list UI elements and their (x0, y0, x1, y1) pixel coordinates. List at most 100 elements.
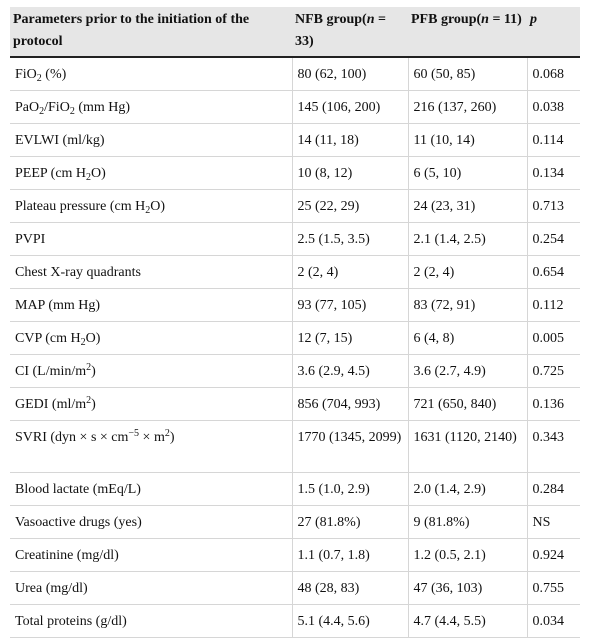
cell-nfb-value: 2 (2, 4) (292, 255, 409, 289)
table-row: Blood lactate (mEq/L) 1.5 (1.0, 2.9) 2.0 (… (10, 472, 580, 506)
cell-nfb-value: 145 (106, 200) (292, 90, 409, 124)
cell-pfb-value: 83 (72, 91) (408, 288, 528, 322)
cell-parameter: Chest X-ray quadrants (10, 255, 293, 289)
parameter-text: /FiO (44, 100, 70, 115)
parameter-text: O) (91, 166, 106, 181)
cell-pfb-value: 1.2 (0.5, 2.1) (408, 538, 528, 572)
parameter-subscript: 2 (39, 106, 45, 117)
parameter-text: (%) (41, 67, 67, 82)
cell-parameter: CVP (cm H2O) (10, 321, 293, 355)
cell-pfb-value: 721 (650, 840) (408, 387, 528, 421)
parameter-text: ) (91, 397, 96, 412)
table-row: PVPI 2.5 (1.5, 3.5) 2.1 (1.4, 2.5) 0.254 (10, 222, 580, 256)
cell-parameter: MAP (mm Hg) (10, 288, 293, 322)
cell-p-value: NS (527, 505, 580, 539)
cell-parameter: Total proteins (g/dl) (10, 604, 293, 638)
header-pfb-n: n (481, 12, 489, 27)
cell-p-value: 0.254 (527, 222, 580, 256)
table-row: FiO2 (%) 80 (62, 100) 60 (50, 85) 0.068 (10, 57, 580, 91)
header-parameters-label: Parameters prior to the initiation of th… (13, 12, 250, 49)
cell-p-value: 0.114 (527, 123, 580, 157)
parameter-subscript: 2 (86, 172, 92, 183)
header-nfb-suffix: = 33) (295, 12, 386, 49)
cell-nfb-value: 856 (704, 993) (292, 387, 409, 421)
cell-pfb-value: 2.1 (1.4, 2.5) (408, 222, 528, 256)
cell-pfb-value: 60 (50, 85) (408, 57, 528, 91)
cell-parameter: PVPI (10, 222, 293, 256)
cell-pfb-value: 6 (4, 8) (408, 321, 528, 355)
parameter-text: CI (L/min/m (15, 364, 87, 379)
cell-p-value: 0.755 (527, 571, 580, 605)
table-row: MAP (mm Hg) 93 (77, 105) 83 (72, 91) 0.112 (10, 288, 580, 322)
header-row: Parameters prior to the initiation of th… (10, 7, 580, 58)
cell-p-value: 0.112 (527, 288, 580, 322)
cell-p-value: 0.725 (527, 354, 580, 388)
cell-pfb-value: 2.0 (1.4, 2.9) (408, 472, 528, 506)
header-parameters: Parameters prior to the initiation of th… (10, 7, 292, 58)
table-row: CI (L/min/m2) 3.6 (2.9, 4.5) 3.6 (2.7, 4.9… (10, 354, 580, 388)
parameters-table-container: Parameters prior to the initiation of th… (10, 7, 580, 638)
header-p-value: p (527, 7, 580, 58)
header-nfb-group: NFB group(n = 33) (292, 7, 408, 58)
table-row: Plateau pressure (cm H2O) 25 (22, 29) 24 (… (10, 189, 580, 223)
parameter-text: ) (169, 430, 175, 445)
cell-p-value: 0.034 (527, 604, 580, 638)
cell-parameter: Blood lactate (mEq/L) (10, 472, 293, 506)
parameter-text: (mm Hg) (74, 100, 131, 115)
parameter-superscript: 2 (86, 395, 92, 406)
cell-pfb-value: 47 (36, 103) (408, 571, 528, 605)
cell-parameter: Creatinine (mg/dl) (10, 538, 293, 572)
parameter-text: Urea (mg/dl) (15, 581, 88, 596)
cell-nfb-value: 10 (8, 12) (292, 156, 409, 190)
parameter-superscript: −5 (128, 428, 140, 439)
cell-nfb-value: 1770 (1345, 2099) (292, 420, 409, 473)
cell-nfb-value: 14 (11, 18) (292, 123, 409, 157)
parameter-text: ) (91, 364, 96, 379)
parameters-table: Parameters prior to the initiation of th… (10, 7, 580, 638)
parameter-text: CVP (cm H (15, 331, 81, 346)
parameter-text: EVLWI (ml/kg) (15, 133, 105, 148)
cell-nfb-value: 1.1 (0.7, 1.8) (292, 538, 409, 572)
parameter-text: Plateau pressure (cm H (15, 199, 146, 214)
cell-nfb-value: 12 (7, 15) (292, 321, 409, 355)
parameter-subscript: 2 (80, 337, 86, 348)
parameter-subscript: 2 (36, 73, 42, 84)
cell-p-value: 0.134 (527, 156, 580, 190)
cell-p-value: 0.654 (527, 255, 580, 289)
cell-nfb-value: 5.1 (4.4, 5.6) (292, 604, 409, 638)
parameter-text: SVRI (dyn × s × cm (15, 430, 129, 445)
cell-nfb-value: 48 (28, 83) (292, 571, 409, 605)
parameter-subscript: 2 (69, 106, 75, 117)
parameter-subscript: 2 (145, 205, 151, 216)
cell-pfb-value: 216 (137, 260) (408, 90, 528, 124)
parameter-text: MAP (mm Hg) (15, 298, 101, 313)
header-pfb-suffix: = 11) (488, 12, 522, 27)
cell-pfb-value: 9 (81.8%) (408, 505, 528, 539)
parameter-text: FiO (15, 67, 37, 82)
cell-p-value: 0.068 (527, 57, 580, 91)
cell-p-value: 0.343 (527, 420, 580, 473)
table-row: PaO2/FiO2 (mm Hg) 145 (106, 200) 216 (137,… (10, 90, 580, 124)
cell-parameter: FiO2 (%) (10, 57, 293, 91)
cell-pfb-value: 24 (23, 31) (408, 189, 528, 223)
cell-parameter: CI (L/min/m2) (10, 354, 293, 388)
cell-p-value: 0.713 (527, 189, 580, 223)
cell-parameter: GEDI (ml/m2) (10, 387, 293, 421)
cell-pfb-value: 6 (5, 10) (408, 156, 528, 190)
cell-nfb-value: 25 (22, 29) (292, 189, 409, 223)
cell-pfb-value: 1631 (1120, 2140) (408, 420, 528, 473)
table-row: GEDI (ml/m2) 856 (704, 993) 721 (650, 840)… (10, 387, 580, 421)
parameter-text: Vasoactive drugs (yes) (15, 515, 142, 530)
parameter-text: × m (139, 430, 165, 445)
parameter-text: GEDI (ml/m (15, 397, 87, 412)
parameter-text: Total proteins (g/dl) (15, 614, 127, 629)
header-nfb-n: n (366, 12, 375, 27)
cell-parameter: SVRI (dyn × s × cm−5 × m2) (10, 420, 293, 473)
cell-pfb-value: 3.6 (2.7, 4.9) (408, 354, 528, 388)
table-row: Vasoactive drugs (yes) 27 (81.8%) 9 (81.8%… (10, 505, 580, 539)
cell-pfb-value: 11 (10, 14) (408, 123, 528, 157)
table-row: CVP (cm H2O) 12 (7, 15) 6 (4, 8) 0.005 (10, 321, 580, 355)
cell-nfb-value: 3.6 (2.9, 4.5) (292, 354, 409, 388)
cell-pfb-value: 2 (2, 4) (408, 255, 528, 289)
table-row: Chest X-ray quadrants 2 (2, 4) 2 (2, 4) 0.6… (10, 255, 580, 289)
